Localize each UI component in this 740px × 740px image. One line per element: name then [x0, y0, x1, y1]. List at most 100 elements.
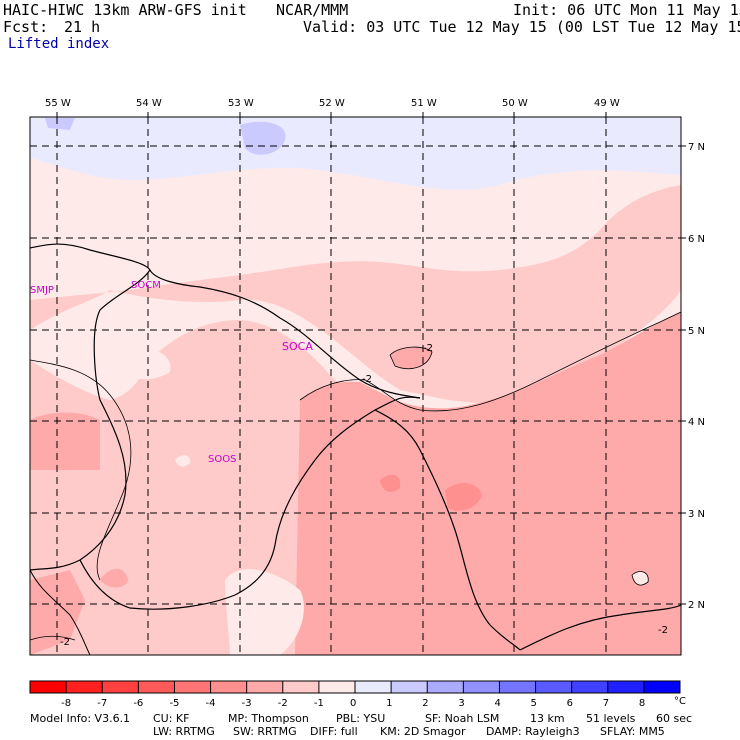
border-french-guiana [374, 409, 521, 651]
org-label: NCAR/MMM [276, 1, 349, 19]
surface-scheme: SF: Noah LSM [425, 712, 500, 725]
colorbar-tick-label: 0 [350, 698, 356, 709]
lat-label: 2 N [688, 600, 705, 611]
map-frame [29, 116, 682, 656]
colorbar-tick-label: 5 [531, 698, 537, 709]
model-title: HAIC-HIWC 13km ARW-GFS init [3, 1, 247, 19]
colorbar-tick-label: -6 [133, 698, 143, 709]
lon-label: 53 W [228, 98, 254, 109]
colorbar-tick-label: -5 [169, 698, 179, 709]
colorbar-tick-label: -2 [278, 698, 288, 709]
field-light-patch-west [118, 349, 171, 380]
contour-west [30, 359, 132, 581]
border-guyana [30, 569, 91, 655]
contour-label: -2 [60, 637, 70, 648]
colorbar-swatch [643, 681, 681, 693]
lon-label: 50 W [502, 98, 528, 109]
colorbar-tick-label: 3 [458, 698, 464, 709]
station-soca: SOCA [282, 340, 313, 353]
field-light-patch-south [225, 569, 304, 655]
shortwave-scheme: SW: RRTMG [233, 725, 297, 738]
lon-label: 55 W [45, 98, 71, 109]
colorbar-swatch [535, 681, 573, 693]
field-neg3-patch-west [380, 474, 401, 492]
colorbar-tick-label: -4 [206, 698, 216, 709]
colorbar-tick-label: 7 [603, 698, 609, 709]
contour-label: -2 [658, 625, 668, 636]
cumulus-scheme: CU: KF [153, 712, 190, 725]
field-neg2-patch [100, 568, 128, 588]
contour-label: -2 [423, 343, 433, 354]
station-soos: SOOS [208, 454, 236, 465]
station-socm: SOCM [131, 280, 161, 291]
lat-label: 5 N [688, 326, 705, 337]
lon-label: 54 W [136, 98, 162, 109]
field-neg1-north [30, 185, 681, 403]
lat-lon-grid [30, 117, 681, 655]
colorbar-tick-label: 4 [494, 698, 500, 709]
diffusion-option: DIFF: full [310, 725, 358, 738]
colorbar-swatch [391, 681, 428, 693]
colorbar-swatch [138, 681, 175, 693]
colorbar-tick-label: 2 [422, 698, 428, 709]
lon-label: 52 W [319, 98, 345, 109]
colorbar-swatch [355, 681, 392, 693]
lat-label: 7 N [688, 142, 705, 153]
lon-label: 49 W [594, 98, 620, 109]
map-fields: -2 -2 -2 -2 SMJP SOCM SOCA SOOS [30, 117, 681, 655]
map-ticks [56, 112, 686, 605]
border-suriname-south [79, 396, 421, 610]
field-light-patch [175, 455, 191, 467]
grid-spacing: 13 km [530, 712, 565, 725]
forecast-hour: 21 h [64, 18, 101, 36]
field-positive-core-west [45, 118, 75, 130]
field-neg2-east [295, 312, 681, 655]
colorbar-swatch [282, 681, 320, 693]
field-neg2-patch-north [390, 347, 432, 369]
time-step: 60 sec [656, 712, 693, 725]
contour-patch-north [389, 346, 433, 369]
lat-label: 4 N [688, 417, 705, 428]
colorbar-swatch [499, 681, 537, 693]
contour-patch-east [631, 571, 649, 586]
vertical-levels: 51 levels [586, 712, 636, 725]
lon-label: 51 W [411, 98, 437, 109]
km-option: KM: 2D Smagor [380, 725, 466, 738]
contour-east [299, 311, 681, 412]
field-light-patch-east [632, 571, 649, 586]
contour-label: -2 [362, 374, 372, 385]
colorbar-tick-label: -1 [314, 698, 324, 709]
colorbar-swatch [318, 681, 356, 693]
damping-option: DAMP: Rayleigh3 [486, 725, 580, 738]
pbl-scheme: PBL: YSU [336, 712, 386, 725]
field-neg2-patch-south [380, 600, 402, 617]
valid-time: Valid: 03 UTC Tue 12 May 15 (00 LST Tue … [303, 18, 740, 36]
forecast-label: Fcst: [3, 18, 49, 36]
field-neg3-patch [445, 482, 482, 511]
colorbar-tick-label: -7 [97, 698, 107, 709]
field-positive-band [30, 117, 681, 190]
colorbar-tick-label: -8 [61, 698, 71, 709]
border-brazil [519, 604, 681, 651]
colorbar-swatch [174, 681, 212, 693]
colorbar-swatch [210, 681, 248, 693]
colorbar-tick-label: 6 [567, 698, 573, 709]
longwave-scheme: LW: RRTMG [153, 725, 215, 738]
station-smjp: SMJP [30, 285, 54, 296]
field-neg2-west [30, 412, 100, 470]
contour-southwest [30, 635, 76, 641]
colorbar-swatch [30, 681, 67, 693]
field-name: Lifted index [8, 36, 110, 52]
init-time: Init: 06 UTC Mon 11 May 15 [513, 1, 740, 19]
lat-label: 3 N [688, 509, 705, 520]
model-version: Model Info: V3.6.1 [30, 712, 131, 725]
colorbar-tick-label: -3 [242, 698, 252, 709]
colorbar-swatch [66, 681, 103, 693]
colorbar-tick-label: 1 [386, 698, 392, 709]
colorbar-tick-label: 8 [639, 698, 645, 709]
surface-layer-option: SFLAY: MM5 [600, 725, 665, 738]
colorbar-tick-labels: -8 -7 -6 -5 -4 -3 -2 -1 0 1 2 3 4 5 6 7 8 [61, 698, 645, 709]
colorbar-swatch [246, 681, 284, 693]
colorbar-swatch [607, 681, 645, 693]
